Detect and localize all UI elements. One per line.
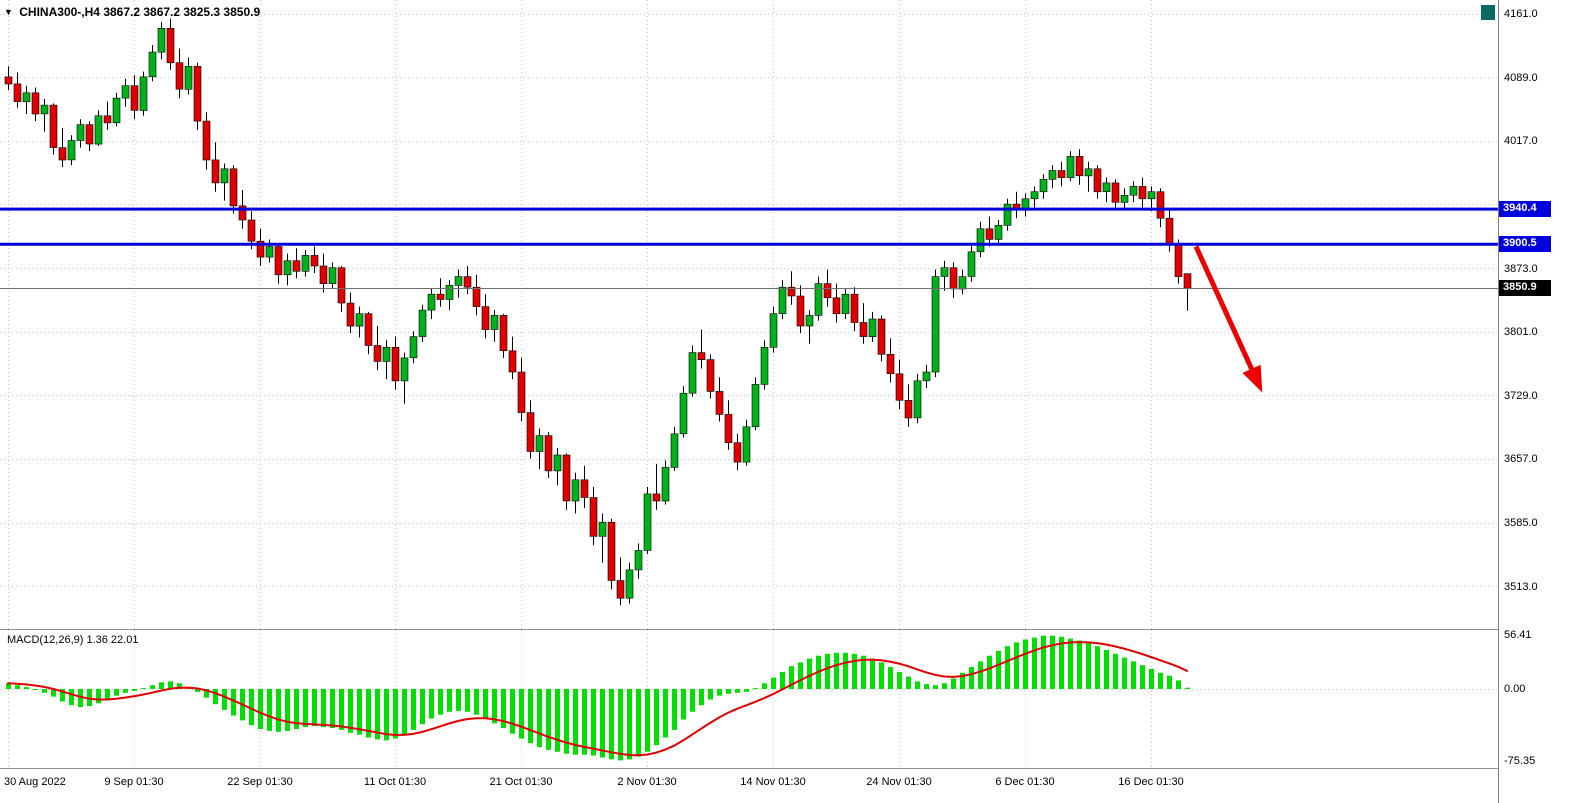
price-tick-label: 3585.0	[1504, 517, 1538, 530]
price-tick-label: 4089.0	[1504, 71, 1538, 84]
dropdown-arrow-icon[interactable]: ▼	[4, 7, 13, 17]
time-tick-label: 16 Dec 01:30	[1118, 776, 1184, 788]
macd-axis-label: -75.35	[1504, 754, 1536, 767]
sell-arrow[interactable]	[1193, 245, 1263, 393]
chart-corner-marker	[1481, 5, 1495, 20]
macd-histogram	[6, 635, 1190, 761]
price-tick-label: 3801.0	[1504, 326, 1538, 339]
symbol-label: CHINA300-,H4	[19, 5, 100, 19]
price-axis[interactable]: 4161.0 4089.0 4017.0 3873.0 3801.0 3729.0 3657…	[1499, 0, 1579, 803]
time-axis[interactable]: 30 Aug 2022 9 Sep 01:30 22 Sep 01:30 11 Oct…	[0, 769, 1498, 803]
time-tick-label: 24 Nov 01:30	[866, 776, 932, 788]
last-price-badge: 3850.9	[1499, 280, 1551, 297]
time-tick-label: 6 Dec 01:30	[995, 776, 1055, 788]
price-chart-canvas[interactable]	[0, 0, 1498, 630]
time-tick-label: 30 Aug 2022	[4, 776, 66, 788]
time-tick-label: 9 Sep 01:30	[104, 776, 164, 788]
candles	[4, 18, 1192, 606]
resistance-line-3940-badge[interactable]: 3940.4	[1499, 201, 1551, 218]
ohlc-quote: 3867.2 3867.2 3825.3 3850.9	[103, 5, 261, 19]
macd-indicator-label: MACD(12,26,9) 1.36 22.01	[7, 634, 139, 646]
macd-axis-label: 0.00	[1504, 683, 1526, 695]
price-tick-label: 4017.0	[1504, 135, 1538, 148]
support-line-3900-badge[interactable]: 3900.5	[1499, 236, 1551, 253]
macd-panel-canvas[interactable]	[0, 630, 1498, 768]
price-tick-label: 3729.0	[1504, 389, 1538, 402]
price-tick-label: 3513.0	[1504, 580, 1538, 593]
symbol-info: ▼ CHINA300-,H4 3867.2 3867.2 3825.3 3850…	[4, 5, 260, 19]
time-tick-label: 22 Sep 01:30	[227, 776, 293, 788]
price-tick-label: 3873.0	[1504, 262, 1538, 275]
axis-separator[interactable]	[0, 768, 1579, 769]
time-tick-label: 11 Oct 01:30	[363, 776, 427, 788]
time-tick-label: 21 Oct 01:30	[489, 776, 553, 788]
macd-signal-line	[7, 641, 1188, 757]
gridlines	[0, 0, 1498, 630]
macd-axis-label: 56.41	[1504, 629, 1532, 642]
price-axis-separator[interactable]	[1498, 0, 1499, 803]
time-tick-label: 14 Nov 01:30	[740, 776, 806, 788]
panel-separator[interactable]	[0, 629, 1579, 630]
price-tick-label: 3657.0	[1504, 453, 1538, 466]
time-tick-label: 2 Nov 01:30	[617, 776, 677, 788]
price-tick-label: 4161.0	[1504, 8, 1538, 21]
